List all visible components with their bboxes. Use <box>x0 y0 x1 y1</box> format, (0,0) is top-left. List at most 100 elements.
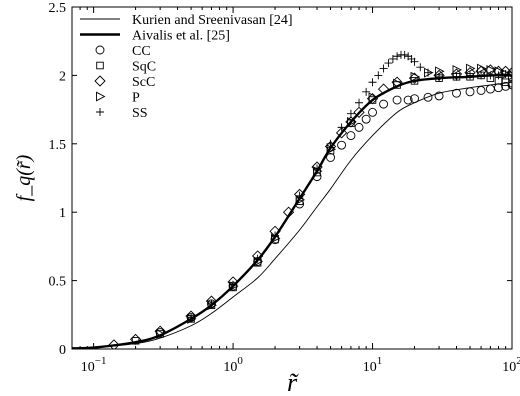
data-point-triangle-right <box>295 194 306 205</box>
data-point-plus <box>187 313 196 322</box>
y-tick-label: 1.5 <box>49 138 67 153</box>
legend-label: Aivalis et al. [25] <box>132 29 230 44</box>
legend-label: P <box>132 91 140 106</box>
y-tick-label: 0.5 <box>49 275 67 290</box>
legend-marker-circle <box>95 45 105 55</box>
data-point-plus <box>494 71 503 80</box>
data-point-triangle-right <box>494 66 504 77</box>
y-axis-label: f_q(r̃) <box>13 154 35 201</box>
data-point-circle <box>354 122 364 132</box>
data-point-circle <box>326 153 336 162</box>
data-point-triangle-right <box>326 144 337 155</box>
data-point-plus <box>508 71 512 80</box>
data-point-plus <box>424 68 433 77</box>
data-point-triangle-right <box>346 116 357 127</box>
data-point-plus <box>486 71 495 80</box>
axis-ticks: 0 0.5 1 1.5 2 2.5 10−1 100 101 102 <box>49 1 520 375</box>
data-point-circle <box>452 88 461 98</box>
x-tick-label: 100 <box>223 355 243 375</box>
data-point-triangle-right <box>393 78 403 89</box>
data-point-circle <box>379 99 389 109</box>
data-point-circle <box>368 107 377 117</box>
data-point-circle <box>465 87 475 97</box>
data-point-plus <box>295 191 304 200</box>
data-point-plus <box>374 71 383 80</box>
data-point-circle <box>337 140 347 150</box>
x-tick-label: 10−1 <box>81 355 107 375</box>
data-point-diamond <box>335 127 348 139</box>
data-point-triangle-right <box>313 166 323 177</box>
data-point-plus <box>435 72 444 81</box>
y-axis-label-text: f_q(r̃) <box>13 154 35 201</box>
y-tick-label: 2 <box>59 69 66 84</box>
legend-marker-plus <box>96 108 104 116</box>
data-point-plus <box>368 78 377 87</box>
data-point-circle <box>392 95 402 105</box>
y-tick-label: 2.5 <box>49 1 67 16</box>
data-point-plus <box>355 98 364 107</box>
data-point-triangle-right <box>207 300 217 311</box>
y-tick-label: 1 <box>59 206 66 221</box>
data-point-plus <box>501 70 510 79</box>
data-point-triangle-right <box>368 92 379 103</box>
data-point-circle <box>346 131 356 141</box>
data-point-plus <box>384 59 393 68</box>
data-point-plus <box>416 63 425 72</box>
data-point-plus <box>362 87 371 96</box>
x-axis-label: r̃ <box>287 368 299 396</box>
data-point-diamond <box>129 333 142 346</box>
data-point-circle <box>494 83 503 93</box>
data-point-triangle-right <box>486 64 496 75</box>
data-point-triangle-right <box>156 329 166 339</box>
data-point-triangle-right <box>410 71 420 82</box>
data-point-triangle-right <box>187 313 197 324</box>
data-point-circle <box>501 81 511 91</box>
data-point-triangle-right <box>466 63 476 74</box>
data-point-circle <box>361 114 371 124</box>
data-point-plus <box>346 109 355 118</box>
data-point-diamond <box>353 106 365 118</box>
data-point-triangle-right <box>271 233 281 244</box>
legend-label: SqC <box>132 60 156 75</box>
legend-label: SS <box>132 106 148 121</box>
x-tick-label: 102 <box>502 355 520 375</box>
data-point-plus <box>477 71 486 80</box>
legend-marker-diamond <box>94 75 106 87</box>
data-point-plus <box>271 231 280 240</box>
x-tick-label: 101 <box>363 355 383 375</box>
plot-area <box>71 6 513 350</box>
data-point-triangle-right <box>253 256 264 267</box>
series-markers <box>108 50 512 349</box>
y-tick-label: 0 <box>59 343 66 358</box>
data-point-square <box>508 79 512 88</box>
data-point-circle <box>434 91 444 101</box>
data-point-plus <box>466 71 475 80</box>
data-point-plus <box>388 54 397 63</box>
data-point-plus <box>410 57 419 66</box>
data-point-diamond <box>108 339 120 349</box>
legend-marker-triangle-right <box>96 91 106 102</box>
data-point-plus <box>207 299 216 308</box>
data-point-plus <box>253 254 262 263</box>
data-point-circle <box>476 85 486 95</box>
legend-label: CC <box>132 44 151 59</box>
data-point-plus <box>400 50 409 59</box>
data-point-triangle-right <box>229 281 239 292</box>
data-point-plus <box>337 123 346 132</box>
data-point-plus <box>326 139 335 148</box>
data-point-circle <box>410 94 419 104</box>
legend-label: ScC <box>132 75 155 90</box>
data-point-circle <box>403 95 413 105</box>
data-point-diamond <box>377 83 390 95</box>
legend-label: Kurien and Sreenivasan [24] <box>132 13 293 28</box>
data-point-circle <box>507 80 512 90</box>
legend-marker-square <box>96 61 104 70</box>
data-point-plus <box>229 280 238 289</box>
data-point-circle <box>423 92 433 102</box>
data-point-plus <box>452 72 461 81</box>
data-point-diamond <box>282 206 295 218</box>
data-point-triangle-right <box>452 64 462 75</box>
data-point-triangle-right <box>477 63 487 74</box>
legend: Kurien and Sreenivasan [24]Aivalis et al… <box>80 13 293 121</box>
